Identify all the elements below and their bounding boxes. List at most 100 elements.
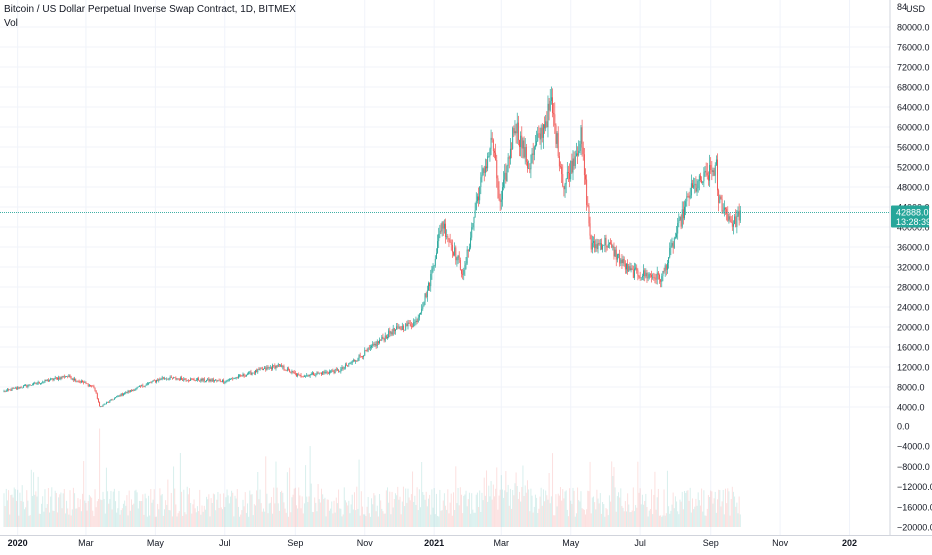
volume-bar bbox=[253, 504, 255, 527]
volume-bar bbox=[550, 496, 552, 527]
volume-bar bbox=[80, 511, 82, 527]
volume-bar bbox=[108, 503, 110, 527]
volume-bar bbox=[346, 502, 348, 527]
candle-body bbox=[621, 259, 623, 263]
candle-body bbox=[654, 277, 656, 280]
volume-bar bbox=[605, 507, 607, 527]
candle-body bbox=[407, 322, 409, 327]
volume-bar bbox=[87, 501, 89, 527]
candle-body bbox=[447, 236, 449, 239]
candle-body bbox=[258, 369, 260, 370]
volume-bar bbox=[27, 500, 29, 527]
volume-bar bbox=[652, 514, 654, 527]
candle-body bbox=[669, 247, 671, 258]
volume-axis[interactable]: 0.0 −4000.0 −8000.0 −12000.0 −16000.0 −20000.… bbox=[897, 422, 932, 533]
candle-body bbox=[437, 241, 439, 253]
candle-body bbox=[270, 367, 272, 370]
volume-bar bbox=[183, 489, 185, 527]
volume-bar bbox=[30, 469, 32, 527]
volume-bar bbox=[515, 472, 517, 527]
candle-body bbox=[157, 380, 159, 381]
candle-body bbox=[672, 243, 674, 248]
candle-body bbox=[561, 166, 563, 175]
volume-bar bbox=[737, 513, 739, 527]
volume-bar bbox=[182, 515, 184, 527]
candle-body bbox=[170, 376, 172, 378]
candle-body bbox=[358, 355, 360, 360]
candle-body bbox=[356, 360, 358, 362]
time-tick-label: 202 bbox=[842, 538, 857, 548]
volume-bar bbox=[170, 492, 172, 527]
volume-bar bbox=[330, 508, 332, 527]
candle-body bbox=[137, 386, 139, 388]
volume-bar bbox=[280, 491, 282, 527]
volume-bar bbox=[715, 512, 717, 527]
candle-body bbox=[679, 216, 681, 220]
volume-bar bbox=[146, 516, 148, 527]
candle-body bbox=[614, 249, 616, 257]
volume-bar bbox=[606, 509, 608, 527]
candle-body bbox=[327, 372, 329, 374]
volume-bar bbox=[512, 489, 514, 527]
volume-bar bbox=[393, 499, 395, 527]
candle-body bbox=[115, 397, 116, 399]
candle-body bbox=[619, 254, 621, 264]
candle-body bbox=[184, 378, 186, 380]
volume-bar bbox=[398, 499, 400, 527]
volume-bar bbox=[532, 512, 534, 527]
volume-bar bbox=[176, 516, 178, 527]
candle-body bbox=[228, 378, 230, 381]
volume-bar bbox=[168, 510, 170, 527]
volume-bar bbox=[423, 494, 425, 527]
candle-body bbox=[495, 152, 497, 161]
candle-body bbox=[34, 382, 36, 384]
time-axis[interactable]: 2020 Mar May Jul Sep Nov 2021 Mar May Jul Sep Nov 20… bbox=[8, 538, 857, 548]
candle-body bbox=[402, 325, 404, 331]
candle-body bbox=[692, 183, 693, 188]
candle-body bbox=[516, 122, 518, 134]
candle-body bbox=[142, 385, 144, 387]
candle-body bbox=[702, 181, 704, 183]
candle-body bbox=[508, 157, 510, 159]
volume-bar bbox=[575, 513, 577, 527]
volume-bar bbox=[492, 484, 494, 527]
candle-body bbox=[355, 360, 357, 362]
candle-body bbox=[404, 329, 406, 331]
candle-body bbox=[475, 201, 477, 211]
candle-body bbox=[587, 204, 589, 207]
volume-bar bbox=[303, 503, 305, 527]
volume-bar bbox=[35, 491, 37, 527]
volume-bar bbox=[141, 501, 143, 527]
price-tick-label: 16000.0 bbox=[897, 343, 930, 353]
volume-bar bbox=[643, 504, 645, 527]
candle-body bbox=[113, 398, 115, 400]
volume-bar bbox=[404, 506, 406, 527]
candle-body bbox=[662, 271, 664, 277]
candle-body bbox=[335, 369, 337, 370]
volume-bar bbox=[342, 514, 344, 527]
volume-bar bbox=[580, 491, 582, 527]
volume-bar bbox=[389, 491, 391, 527]
candle-body bbox=[181, 377, 182, 380]
volume-bar bbox=[490, 481, 492, 527]
volume-bar bbox=[335, 497, 337, 527]
candle-body bbox=[547, 103, 549, 128]
currency-code: USD bbox=[906, 4, 926, 14]
candle-body bbox=[239, 374, 241, 376]
volume-bar bbox=[707, 495, 709, 527]
volume-bar bbox=[415, 504, 417, 527]
volume-bar bbox=[126, 495, 128, 527]
candle-body bbox=[388, 330, 390, 338]
volume-bar bbox=[694, 506, 696, 527]
volume-bar bbox=[594, 502, 596, 527]
candle-body bbox=[289, 369, 291, 373]
volume-bar bbox=[699, 505, 701, 527]
volume-bar bbox=[219, 493, 221, 527]
volume-bar bbox=[479, 490, 481, 527]
volume-bar bbox=[102, 491, 104, 527]
volume-bar bbox=[142, 494, 144, 527]
volume-bar bbox=[257, 471, 259, 527]
volume-bar bbox=[245, 512, 247, 527]
